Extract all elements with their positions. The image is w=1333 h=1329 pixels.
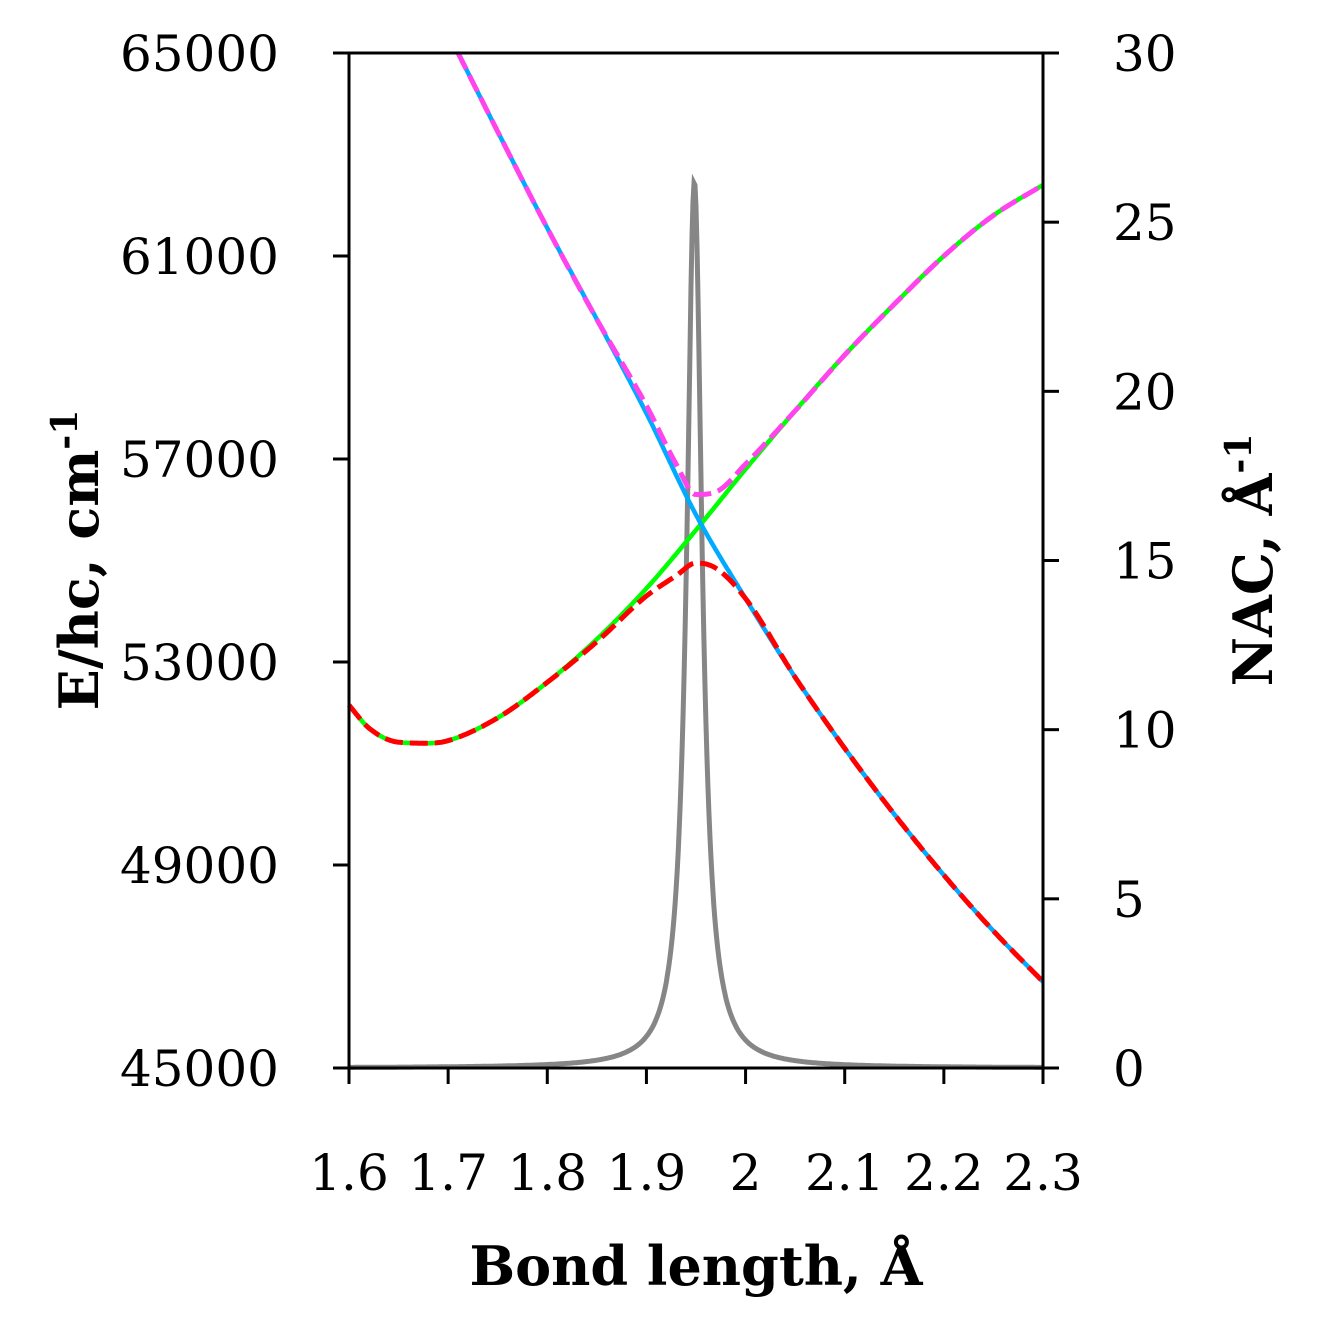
y-right-tick-label: 5 xyxy=(1113,871,1145,929)
x-tick-label: 2 xyxy=(730,1144,762,1202)
y-left-tick-label: 57000 xyxy=(120,431,279,489)
y-right-tick-label: 25 xyxy=(1113,194,1177,252)
x-tick-label: 1.7 xyxy=(408,1144,488,1202)
ticks-layer: 1.6 1.7 1.8 1.9 2 2.1 2.2 2.3 45000 49000 53000 570… xyxy=(120,25,1177,1202)
x-tick-label: 2.2 xyxy=(904,1144,984,1202)
x-tick-label: 1.6 xyxy=(309,1144,389,1202)
y-left-tick-label: 49000 xyxy=(120,837,279,895)
y-right-tick-label: 20 xyxy=(1113,363,1177,421)
y-right-tick-label: 10 xyxy=(1113,702,1177,760)
x-tick-label: 2.1 xyxy=(805,1144,885,1202)
x-tick-label: 1.8 xyxy=(508,1144,588,1202)
y-left-tick-label: 65000 xyxy=(120,25,279,83)
y-left-tick-label: 53000 xyxy=(120,634,279,692)
y-right-tick-label: 0 xyxy=(1113,1040,1145,1098)
x-axis-title: Bond length, Å xyxy=(469,1234,923,1298)
x-tick-label: 1.9 xyxy=(607,1144,687,1202)
y-right-tick-label: 15 xyxy=(1113,533,1177,591)
y-left-tick-label: 61000 xyxy=(120,228,279,286)
y-right-axis-title: NAC, Å-1 xyxy=(1218,434,1285,687)
y-left-axis-title: E/hc, cm-1 xyxy=(44,410,111,711)
series-layer xyxy=(347,51,1045,1070)
y-right-tick-label: 30 xyxy=(1113,25,1177,83)
series-line-1 xyxy=(456,52,1045,984)
y-left-tick-label: 45000 xyxy=(120,1040,279,1098)
series-line-4 xyxy=(349,173,1043,1070)
x-tick-label: 2.3 xyxy=(1003,1144,1083,1202)
series-line-3 xyxy=(455,51,1045,497)
series-line-2 xyxy=(347,560,1045,984)
